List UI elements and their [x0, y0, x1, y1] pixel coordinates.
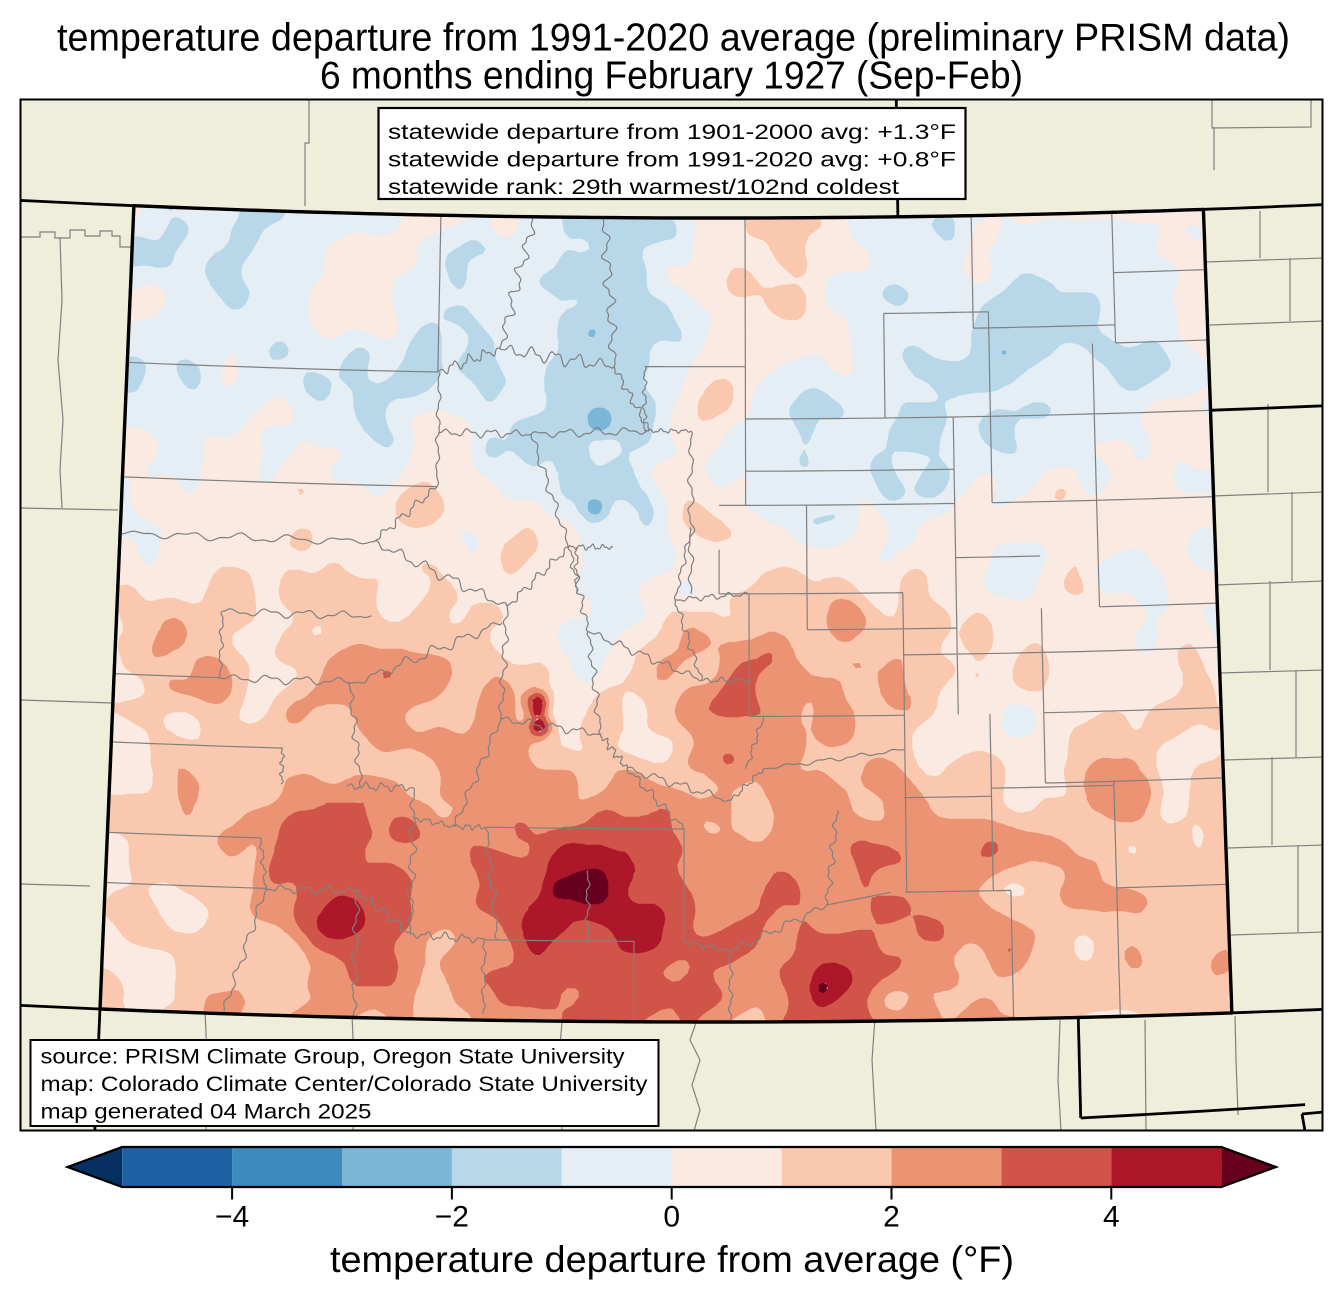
svg-text:2: 2: [883, 1201, 900, 1234]
svg-text:statewide departure from 1991-: statewide departure from 1991-2020 avg: …: [388, 149, 956, 172]
svg-text:0: 0: [663, 1201, 680, 1234]
svg-text:source: PRISM Climate Group, O: source: PRISM Climate Group, Oregon Stat…: [41, 1046, 626, 1069]
svg-text:4: 4: [1103, 1201, 1120, 1234]
svg-text:map generated 04 March 2025: map generated 04 March 2025: [41, 1101, 372, 1124]
svg-text:statewide rank: 29th warmest/1: statewide rank: 29th warmest/102nd colde…: [388, 176, 899, 199]
svg-text:6 months ending February 1927: 6 months ending February 1927 (Sep-Feb): [320, 55, 1023, 98]
svg-text:temperature departure from ave: temperature departure from average (°F): [330, 1239, 1014, 1280]
svg-text:map: Colorado Climate Center/C: map: Colorado Climate Center/Colorado St…: [41, 1073, 649, 1096]
svg-text:−4: −4: [215, 1201, 249, 1234]
svg-text:−2: −2: [435, 1201, 469, 1234]
svg-text:temperature departure from 199: temperature departure from 1991-2020 ave…: [57, 17, 1290, 60]
svg-text:statewide departure from 1901-: statewide departure from 1901-2000 avg: …: [388, 121, 956, 144]
